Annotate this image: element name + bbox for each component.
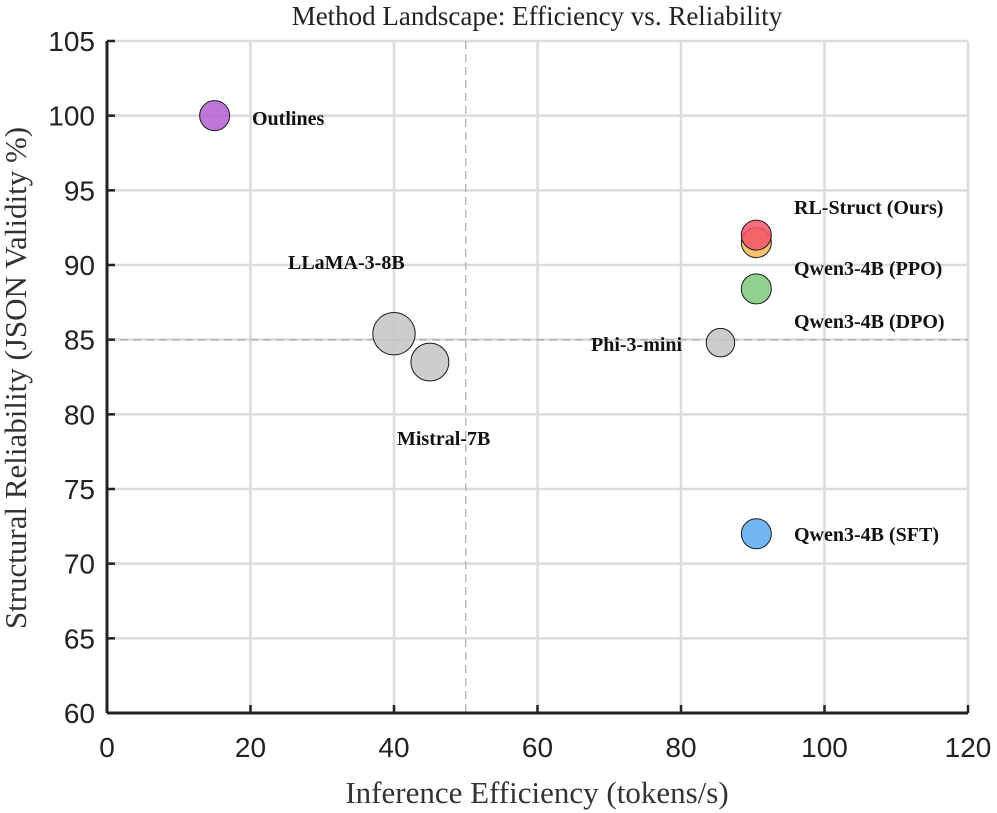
point-label-llama-3-8b: LLaMA-3-8B — [288, 252, 405, 274]
reference-lines — [107, 41, 968, 713]
data-points — [199, 100, 772, 550]
y-tick-label: 70 — [64, 549, 95, 580]
x-tick-label: 40 — [378, 732, 409, 763]
axes — [105, 39, 970, 715]
point-qwen3-4b-dpo — [740, 273, 772, 305]
tick-labels: 0 20 40 60 80 100 120 60 65 70 75 80 85 90 95 100 105 — [48, 26, 991, 763]
point-label-qwen3-4b-dpo: Qwen3-4B (DPO) — [794, 311, 945, 333]
y-tick-label: 85 — [64, 325, 95, 356]
y-tick-label: 80 — [64, 399, 95, 430]
point-label-qwen3-4b-sft: Qwen3-4B (SFT) — [794, 524, 939, 546]
x-tick-label: 0 — [99, 732, 115, 763]
point-labels: Outlines LLaMA-3-8B Mistral-7B Phi-3-mini RL… — [252, 108, 945, 546]
x-tick-label: 80 — [665, 732, 696, 763]
point-label-rl-struct-ours: RL-Struct (Ours) — [794, 197, 943, 219]
point-qwen3-4b-sft — [740, 518, 772, 550]
point-phi-3-mini — [705, 327, 736, 358]
point-label-outlines: Outlines — [252, 108, 324, 130]
y-axis-label: Structural Reliability (JSON Validity %) — [0, 127, 33, 629]
y-tick-label: 95 — [64, 175, 95, 206]
x-tick-label: 100 — [801, 732, 848, 763]
y-tick-label: 100 — [48, 101, 95, 132]
point-label-mistral-7b: Mistral-7B — [397, 428, 490, 450]
point-mistral-7b — [410, 342, 450, 382]
x-axis-label: Inference Efficiency (tokens/s) — [345, 775, 728, 810]
grid — [105, 39, 970, 715]
x-tick-label: 20 — [235, 732, 266, 763]
point-label-phi-3-mini: Phi-3-mini — [591, 334, 683, 356]
point-llama-3-8b — [372, 311, 416, 356]
x-tick-label: 120 — [945, 732, 992, 763]
y-tick-label: 65 — [64, 623, 95, 654]
point-outlines — [199, 100, 231, 132]
y-tick-label: 105 — [48, 26, 95, 57]
y-tick-label: 75 — [64, 474, 95, 505]
y-tick-label: 90 — [64, 250, 95, 281]
y-tick-label: 60 — [64, 698, 95, 729]
chart-title: Method Landscape: Efficiency vs. Reliabi… — [292, 1, 783, 31]
point-label-qwen3-4b-ppo: Qwen3-4B (PPO) — [794, 258, 942, 280]
x-tick-label: 60 — [522, 732, 553, 763]
point-rl-struct-ours — [740, 219, 772, 251]
